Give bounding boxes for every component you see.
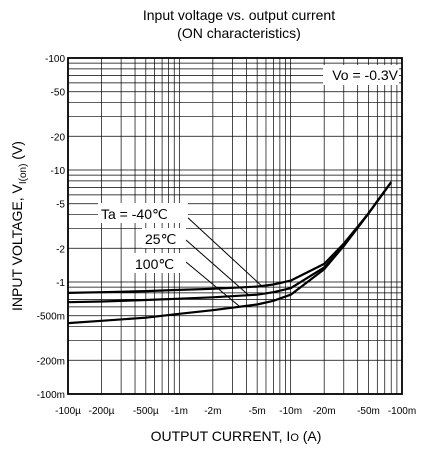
y-tick-label: -2 <box>56 244 65 255</box>
chart-subtitle: (ON characteristics) <box>177 25 301 41</box>
series-label-bg-0 <box>98 203 188 223</box>
x-tick-label: -1m <box>171 406 188 417</box>
x-tick-label: -20m <box>313 406 336 417</box>
x-axis-label-main: OUTPUT CURRENT, I <box>151 428 291 444</box>
chart-title: Input voltage vs. output current <box>143 7 335 23</box>
series-group <box>67 181 393 325</box>
series-label-bg-2 <box>132 253 186 273</box>
series-label-ta-minus40: Ta = -40℃ <box>101 206 168 222</box>
x-axis-label-sub: O <box>290 432 299 444</box>
leader-line <box>185 215 263 287</box>
series-line-1 <box>67 181 393 304</box>
y-axis-label-sub: I(on) <box>18 164 29 185</box>
y-tick-label: -500m <box>37 312 65 323</box>
leader-line <box>185 261 241 308</box>
y-axis-label: INPUT VOLTAGE, VI(on) (V) <box>9 141 29 311</box>
condition-label: Vo = -0.3V <box>332 67 398 83</box>
y-tick-label: -1 <box>56 278 65 289</box>
x-axis-label-unit: (A) <box>299 428 322 444</box>
x-tick-label: -2m <box>204 406 221 417</box>
y-tick-label: -10 <box>51 166 66 177</box>
x-tick-label: -5m <box>249 406 266 417</box>
x-tick-labels: -100µ -200µ -500µ -1m -2m -5m -10m -20m -50m -100… <box>55 406 416 417</box>
y-tick-labels: -100 -50 -20 -10 -5 -2 -1 -500m -200m -100m <box>37 54 66 401</box>
x-tick-label: -500µ <box>133 406 159 417</box>
y-tick-label: -20 <box>51 132 66 143</box>
series-label-100c: 100℃ <box>135 256 174 272</box>
y-axis-label-unit: (V) <box>9 141 25 164</box>
leader-line <box>185 239 250 296</box>
x-tick-label: -200µ <box>89 406 115 417</box>
x-axis-label: OUTPUT CURRENT, IO (A) <box>151 428 322 444</box>
series-label-bg-1 <box>142 228 186 248</box>
y-axis-label-main: INPUT VOLTAGE, V <box>9 184 25 311</box>
x-tick-label: -10m <box>279 406 302 417</box>
series-line-2 <box>67 181 393 325</box>
x-tick-label: -100µ <box>55 406 81 417</box>
label-leaders <box>185 215 263 308</box>
series-line-0 <box>67 181 393 294</box>
y-tick-label: -100m <box>37 390 65 401</box>
y-tick-label: -50 <box>51 88 66 99</box>
y-tick-label: -200m <box>37 356 65 367</box>
x-tick-label: -100m <box>388 406 416 417</box>
plot-frame <box>67 57 403 395</box>
x-tick-label: -50m <box>357 406 380 417</box>
y-tick-label: -5 <box>56 200 65 211</box>
y-tick-label: -100 <box>45 54 65 65</box>
condition-label-bg <box>323 65 399 85</box>
series-label-25c: 25℃ <box>145 231 176 247</box>
grid <box>68 58 402 394</box>
